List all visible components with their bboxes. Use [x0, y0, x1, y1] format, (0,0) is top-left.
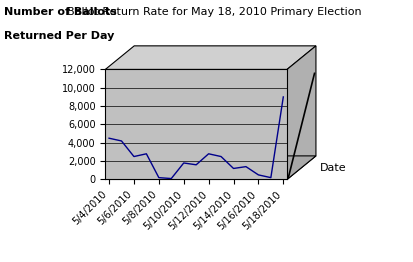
Text: Ballot Return Rate for May 18, 2010 Primary Election: Ballot Return Rate for May 18, 2010 Prim…: [67, 7, 362, 17]
Text: Returned Per Day: Returned Per Day: [4, 31, 114, 41]
Text: Date: Date: [320, 163, 347, 173]
Text: Number of Ballots: Number of Ballots: [4, 7, 117, 17]
